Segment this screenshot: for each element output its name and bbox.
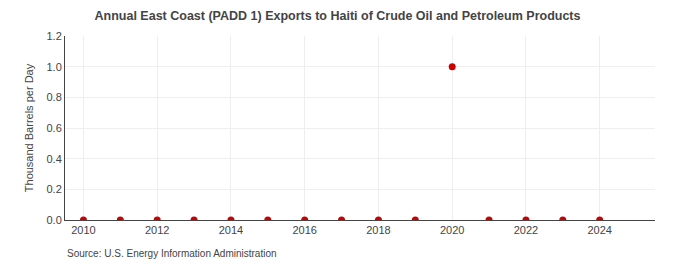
- svg-text:2022: 2022: [514, 224, 538, 236]
- svg-text:1.2: 1.2: [47, 30, 62, 42]
- svg-text:0.0: 0.0: [47, 214, 62, 226]
- svg-text:2010: 2010: [71, 224, 95, 236]
- svg-text:0.2: 0.2: [47, 183, 62, 195]
- svg-text:Annual East Coast (PADD 1) Exp: Annual East Coast (PADD 1) Exports to Ha…: [95, 9, 581, 23]
- svg-text:1.0: 1.0: [47, 61, 62, 73]
- svg-text:0.6: 0.6: [47, 122, 62, 134]
- svg-text:2018: 2018: [366, 224, 390, 236]
- svg-text:2016: 2016: [292, 224, 316, 236]
- svg-text:Thousand Barrels per Day: Thousand Barrels per Day: [23, 63, 35, 192]
- svg-text:2014: 2014: [219, 224, 243, 236]
- svg-text:0.4: 0.4: [47, 153, 62, 165]
- svg-text:2024: 2024: [587, 224, 611, 236]
- svg-text:2020: 2020: [440, 224, 464, 236]
- svg-text:0.8: 0.8: [47, 91, 62, 103]
- svg-text:2012: 2012: [145, 224, 169, 236]
- svg-text:Source: U.S. Energy Informatio: Source: U.S. Energy Information Administ…: [67, 248, 277, 259]
